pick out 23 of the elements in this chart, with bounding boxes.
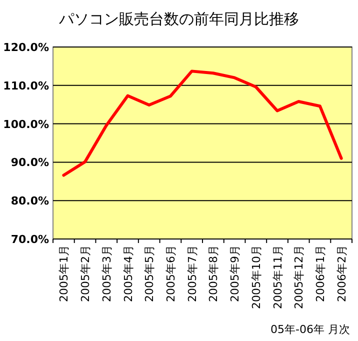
chart-title: パソコン販売台数の前年同月比推移 [58, 10, 299, 28]
x-tick-label: 2006年2月 [335, 245, 348, 302]
y-tick-label: 70.0% [10, 233, 49, 246]
x-tick-label: 2005年11月 [271, 245, 284, 309]
x-tick-label: 2005年6月 [164, 245, 178, 302]
x-tick-label: 2005年7月 [186, 245, 199, 302]
x-tick-label: 2005年9月 [228, 245, 242, 302]
x-tick-label: 2005年1月 [58, 245, 71, 302]
x-tick-label: 2005年4月 [122, 245, 135, 302]
x-tick-label: 2005年12月 [292, 245, 306, 309]
x-tick-label: 2006年1月 [314, 245, 327, 302]
x-tick-label: 2005年2月 [79, 245, 92, 302]
y-tick-label: 100.0% [3, 118, 49, 131]
y-tick-label: 80.0% [10, 194, 49, 208]
y-tick-label: 110.0% [3, 79, 49, 92]
line-series [62, 70, 343, 177]
x-tick-label: 2005年5月 [143, 245, 156, 302]
x-tick-label: 2005年10月 [250, 245, 263, 309]
x-tick-label: 2005年3月 [100, 245, 114, 302]
x-tick-label: 2005年8月 [207, 245, 220, 302]
y-tick-label: 120.0% [3, 41, 49, 54]
text: 05年-06年 月次 [270, 323, 350, 336]
y-tick-label: 90.0% [10, 156, 49, 170]
